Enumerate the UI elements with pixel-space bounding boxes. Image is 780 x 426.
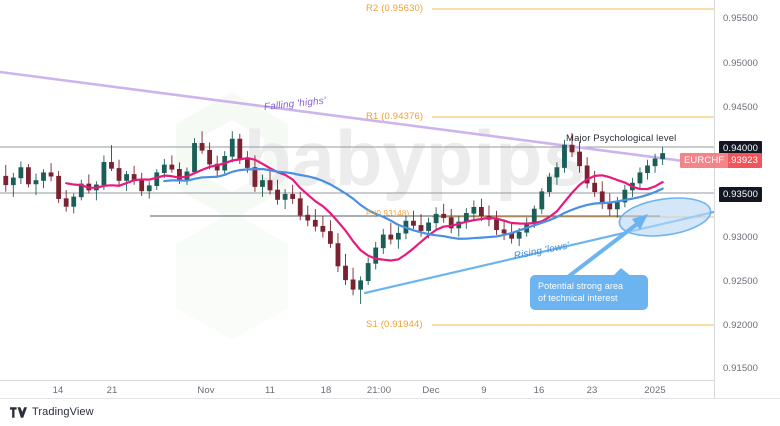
callout-potential-strong-area[interactable]: Potential strong area of technical inter…	[530, 275, 648, 310]
time-tick: 18	[320, 385, 332, 396]
time-tick: 21:00	[366, 385, 392, 396]
price-tick: 0.95500	[723, 13, 759, 24]
time-axis[interactable]: 14 21 Nov 11 18 21:00 Dec 9 16 23 2025	[0, 380, 714, 398]
price-label-support: 0.93500	[719, 187, 763, 202]
moving-average-fast	[65, 156, 664, 262]
moving-average-slow	[163, 167, 664, 240]
callout-line-2: of technical interest	[538, 293, 618, 303]
time-tick: 2025	[644, 385, 666, 396]
tradingview-logo-icon	[10, 406, 27, 418]
price-tick: 0.95000	[723, 58, 759, 69]
time-tick: Nov	[197, 385, 215, 396]
highlight-ellipse	[618, 197, 712, 237]
time-tick: 14	[52, 385, 64, 396]
price-tick: 0.93000	[723, 232, 759, 243]
callout-arrow	[558, 219, 643, 285]
price-tick: 0.91500	[723, 363, 759, 374]
price-tick: 0.94500	[723, 102, 759, 113]
tradingview-label: TradingView	[32, 406, 94, 418]
callout-tail	[612, 268, 632, 277]
price-label-last: 0.93923	[719, 153, 763, 168]
price-chart-svg	[0, 8, 714, 326]
annotation-r1: R1 (0.94376)	[366, 111, 424, 122]
time-tick: 21	[106, 385, 118, 396]
price-tick: 0.92500	[723, 276, 759, 287]
tradingview-brand[interactable]: TradingView	[10, 406, 94, 418]
price-axis[interactable]: 0.95500 0.95000 0.94500 0.93000 0.92500 …	[714, 0, 780, 398]
footer-bar: TradingView	[0, 398, 780, 426]
time-tick: Dec	[422, 385, 440, 396]
chart-plot-area[interactable]: babypips	[0, 0, 714, 380]
annotation-major-psychological-level: Major Psychological level	[566, 133, 677, 144]
callout-arrowhead	[632, 214, 648, 230]
time-tick: 11	[264, 385, 276, 396]
time-tick: 23	[586, 385, 598, 396]
time-tick: 9	[481, 385, 487, 396]
price-tick: 0.92000	[723, 320, 759, 331]
price-label-psychological: 0.94000	[719, 141, 763, 156]
trendline-falling-highs	[0, 70, 714, 167]
annotation-s1: S1 (0.91944)	[366, 319, 423, 330]
callout-line-1: Potential strong area	[538, 281, 624, 291]
annotation-pivot: P (0.93148)	[366, 209, 410, 218]
symbol-tag: EURCHF	[680, 153, 729, 168]
time-tick: 16	[533, 385, 545, 396]
annotation-r2: R2 (0.95630)	[366, 3, 424, 14]
